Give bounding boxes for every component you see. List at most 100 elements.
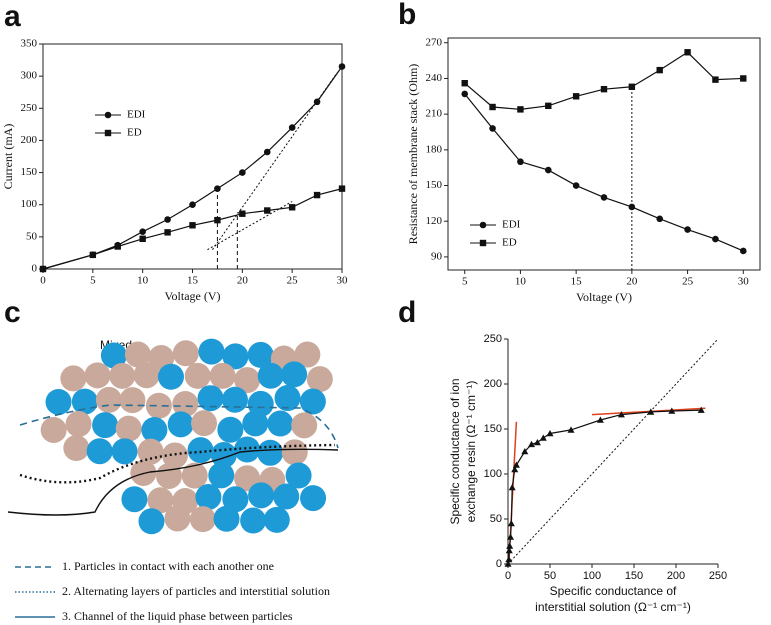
marker [139, 228, 146, 236]
marker [338, 63, 346, 70]
x-tick-label: 25 [682, 276, 694, 288]
y-tick-label: 250 [21, 102, 38, 114]
y-tick-label: 250 [484, 333, 502, 345]
x-tick-label: 15 [187, 275, 199, 287]
marker [104, 129, 112, 137]
marker [489, 103, 496, 111]
particle [156, 462, 183, 489]
particle [115, 415, 142, 442]
y-tick-label: 150 [21, 166, 38, 178]
marker [288, 204, 296, 211]
x-tick-label: 15 [571, 276, 583, 288]
y-tick-label: 200 [21, 134, 38, 146]
particle [40, 416, 67, 443]
particle [124, 341, 151, 368]
x-tick-label: 0 [505, 570, 511, 582]
particle [119, 387, 146, 414]
marker [505, 556, 513, 563]
y-tick-label: 120 [426, 215, 443, 227]
marker [164, 216, 171, 223]
x-tick-label: 10 [137, 275, 149, 287]
y-tick-label: 0 [32, 263, 38, 275]
particle [133, 362, 160, 389]
particle [189, 506, 216, 533]
marker [512, 461, 520, 468]
panel-label: b [398, 0, 416, 31]
plot-frame [447, 37, 761, 271]
y-tick-label: 100 [484, 468, 502, 480]
particle [234, 367, 261, 394]
marker [508, 484, 516, 491]
particle [137, 438, 164, 465]
chart: 5 10 15 20 25 30 90 120 150 180 210 240 270 Voltage (… [406, 36, 761, 304]
particle [86, 438, 113, 465]
legend-label: ED [502, 237, 517, 249]
particle [281, 361, 308, 388]
series-line [42, 188, 343, 270]
x-axis-label: Voltage (V) [576, 290, 632, 304]
marker [505, 547, 513, 554]
y-tick-label: 50 [490, 513, 502, 525]
particle [291, 412, 318, 439]
particle [167, 411, 194, 438]
marker [479, 239, 487, 247]
marker [539, 434, 547, 441]
marker [567, 426, 575, 433]
marker [263, 148, 271, 156]
diagram: Mixed 1. Particles in contact with each … [7, 338, 339, 623]
legend-label: 1. Particles in contact with each anothe… [62, 559, 274, 573]
particle [84, 362, 111, 389]
y-tick-label: 300 [21, 70, 38, 82]
marker [89, 251, 97, 259]
particle [247, 341, 274, 368]
y-tick-label: 270 [426, 36, 443, 48]
panel-label: a [4, 0, 21, 33]
marker [288, 124, 296, 131]
marker [214, 185, 221, 192]
marker [507, 533, 515, 540]
x-tick-label: 10 [515, 276, 527, 288]
particle [257, 439, 284, 466]
particle [111, 438, 138, 465]
particle [65, 411, 92, 438]
particle [141, 416, 168, 443]
marker [628, 83, 636, 90]
marker [544, 166, 552, 174]
marker [528, 440, 536, 448]
panel-label: c [4, 296, 21, 329]
y-tick-label: 0 [496, 558, 502, 570]
marker [628, 203, 636, 211]
y-tick-label: 150 [484, 423, 502, 435]
marker [313, 98, 321, 106]
x-axis-label: Specific conductance of [550, 584, 677, 598]
particle [95, 386, 122, 413]
legend-label: EDI [127, 109, 146, 121]
marker [617, 411, 625, 418]
marker [39, 265, 47, 273]
marker [572, 182, 580, 189]
chart: 0 5 10 15 20 25 30050100150200250300350Voltage… [1, 38, 348, 303]
particle [172, 340, 199, 367]
particle [197, 385, 224, 412]
y-axis-label: Resistance of membrane stack (Ohm) [406, 64, 420, 245]
marker [139, 235, 146, 242]
particle [285, 462, 312, 489]
particle [60, 365, 87, 392]
marker [506, 542, 514, 549]
marker [164, 229, 171, 236]
marker [189, 201, 196, 209]
particle [181, 462, 208, 489]
y-tick-label: 90 [431, 250, 443, 262]
reference-line [507, 338, 719, 565]
particle [247, 390, 274, 417]
marker [712, 235, 719, 243]
particle [234, 436, 261, 463]
particle [184, 362, 211, 389]
marker [684, 226, 691, 233]
y-tick-label: 350 [21, 38, 38, 50]
particle [92, 412, 119, 439]
marker [668, 407, 676, 414]
particle [195, 483, 222, 510]
marker [533, 439, 541, 446]
